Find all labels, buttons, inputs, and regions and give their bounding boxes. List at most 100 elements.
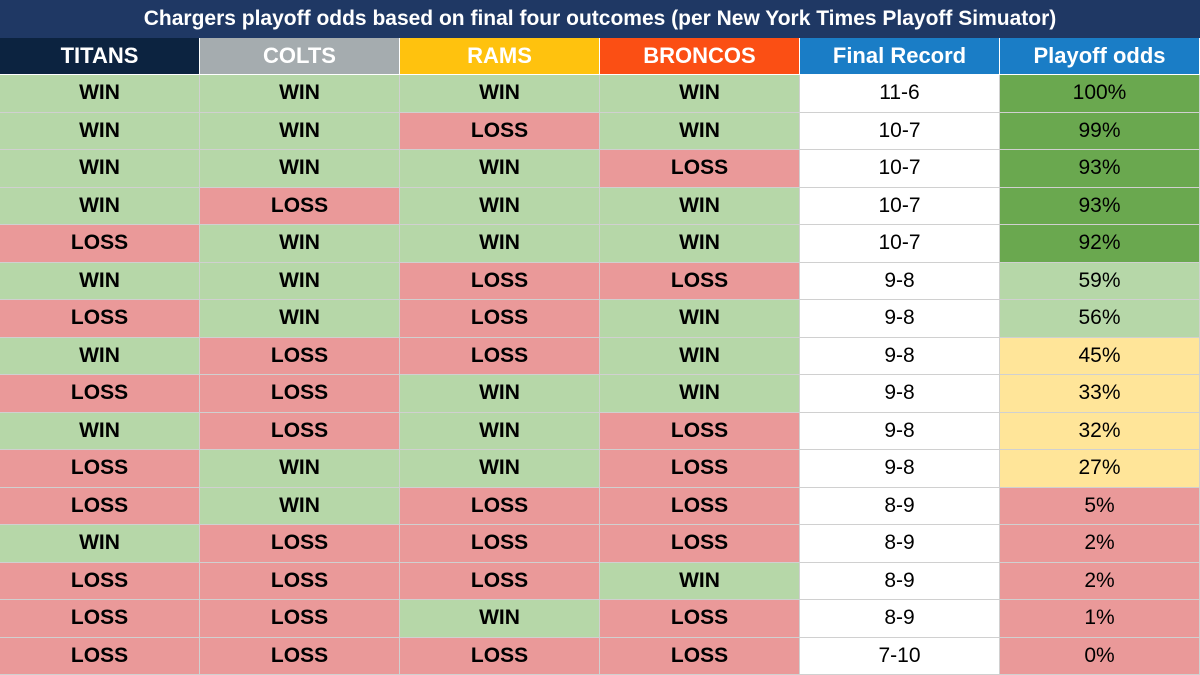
outcome-cell: WIN <box>600 187 800 225</box>
column-header: BRONCOS <box>600 38 800 75</box>
odds-cell: 2% <box>1000 525 1200 563</box>
column-header: TITANS <box>0 38 200 75</box>
outcome-cell: WIN <box>600 562 800 600</box>
outcome-cell: WIN <box>600 375 800 413</box>
outcome-cell: WIN <box>200 487 400 525</box>
outcome-cell: WIN <box>400 450 600 488</box>
outcome-cell: WIN <box>0 337 200 375</box>
odds-cell: 99% <box>1000 112 1200 150</box>
outcome-cell: WIN <box>0 187 200 225</box>
outcome-cell: LOSS <box>600 262 800 300</box>
outcome-cell: WIN <box>400 412 600 450</box>
odds-cell: 33% <box>1000 375 1200 413</box>
outcome-cell: LOSS <box>0 600 200 638</box>
outcome-cell: LOSS <box>0 375 200 413</box>
outcome-cell: LOSS <box>600 412 800 450</box>
outcome-cell: WIN <box>400 600 600 638</box>
outcome-cell: LOSS <box>200 600 400 638</box>
outcome-cell: LOSS <box>0 300 200 338</box>
outcome-cell: LOSS <box>0 225 200 263</box>
outcome-cell: WIN <box>0 525 200 563</box>
outcome-cell: LOSS <box>400 637 600 675</box>
outcome-cell: WIN <box>0 262 200 300</box>
record-cell: 10-7 <box>800 150 1000 188</box>
record-cell: 8-9 <box>800 487 1000 525</box>
outcome-cell: LOSS <box>600 150 800 188</box>
record-cell: 9-8 <box>800 412 1000 450</box>
odds-cell: 100% <box>1000 75 1200 113</box>
outcome-cell: LOSS <box>200 637 400 675</box>
odds-cell: 45% <box>1000 337 1200 375</box>
outcome-cell: LOSS <box>600 600 800 638</box>
record-cell: 9-8 <box>800 450 1000 488</box>
odds-cell: 5% <box>1000 487 1200 525</box>
record-cell: 8-9 <box>800 525 1000 563</box>
outcome-cell: LOSS <box>200 375 400 413</box>
record-cell: 9-8 <box>800 375 1000 413</box>
outcome-cell: LOSS <box>400 487 600 525</box>
outcome-cell: LOSS <box>0 487 200 525</box>
outcome-cell: WIN <box>200 450 400 488</box>
outcome-cell: WIN <box>400 187 600 225</box>
column-header: COLTS <box>200 38 400 75</box>
record-cell: 7-10 <box>800 637 1000 675</box>
outcome-cell: WIN <box>400 375 600 413</box>
column-header: Playoff odds <box>1000 38 1200 75</box>
outcome-cell: LOSS <box>600 487 800 525</box>
outcome-cell: WIN <box>200 300 400 338</box>
outcome-cell: WIN <box>0 112 200 150</box>
odds-cell: 93% <box>1000 150 1200 188</box>
outcome-cell: LOSS <box>200 412 400 450</box>
record-cell: 11-6 <box>800 75 1000 113</box>
column-header: RAMS <box>400 38 600 75</box>
odds-cell: 1% <box>1000 600 1200 638</box>
outcome-cell: LOSS <box>400 337 600 375</box>
outcome-cell: WIN <box>0 150 200 188</box>
record-cell: 10-7 <box>800 112 1000 150</box>
outcome-cell: LOSS <box>400 262 600 300</box>
odds-cell: 2% <box>1000 562 1200 600</box>
outcome-cell: WIN <box>200 225 400 263</box>
odds-cell: 93% <box>1000 187 1200 225</box>
odds-cell: 0% <box>1000 637 1200 675</box>
outcome-cell: WIN <box>200 112 400 150</box>
odds-cell: 32% <box>1000 412 1200 450</box>
record-cell: 8-9 <box>800 600 1000 638</box>
record-cell: 10-7 <box>800 187 1000 225</box>
outcome-cell: WIN <box>0 75 200 113</box>
outcome-cell: WIN <box>200 75 400 113</box>
outcome-cell: WIN <box>600 112 800 150</box>
outcome-cell: WIN <box>400 75 600 113</box>
outcome-cell: LOSS <box>600 450 800 488</box>
record-cell: 9-8 <box>800 300 1000 338</box>
odds-cell: 59% <box>1000 262 1200 300</box>
outcome-cell: LOSS <box>200 562 400 600</box>
outcome-cell: LOSS <box>400 112 600 150</box>
outcome-cell: LOSS <box>400 300 600 338</box>
outcome-cell: WIN <box>400 150 600 188</box>
outcome-cell: LOSS <box>200 337 400 375</box>
column-header: Final Record <box>800 38 1000 75</box>
outcome-cell: WIN <box>600 225 800 263</box>
outcome-cell: LOSS <box>200 187 400 225</box>
outcome-cell: LOSS <box>400 525 600 563</box>
record-cell: 8-9 <box>800 562 1000 600</box>
odds-cell: 27% <box>1000 450 1200 488</box>
odds-cell: 56% <box>1000 300 1200 338</box>
outcome-cell: WIN <box>0 412 200 450</box>
title: Chargers playoff odds based on final fou… <box>0 0 1200 38</box>
odds-cell: 92% <box>1000 225 1200 263</box>
odds-table: TITANS COLTS RAMS BRONCOS Final Record Playof… <box>0 38 1200 675</box>
outcome-cell: WIN <box>400 225 600 263</box>
outcome-cell: WIN <box>600 75 800 113</box>
outcome-cell: LOSS <box>400 562 600 600</box>
outcome-cell: WIN <box>600 300 800 338</box>
outcome-cell: LOSS <box>0 450 200 488</box>
record-cell: 10-7 <box>800 225 1000 263</box>
outcome-cell: WIN <box>600 337 800 375</box>
outcome-cell: LOSS <box>200 525 400 563</box>
outcome-cell: LOSS <box>0 562 200 600</box>
outcome-cell: LOSS <box>0 637 200 675</box>
outcome-cell: LOSS <box>600 637 800 675</box>
record-cell: 9-8 <box>800 262 1000 300</box>
